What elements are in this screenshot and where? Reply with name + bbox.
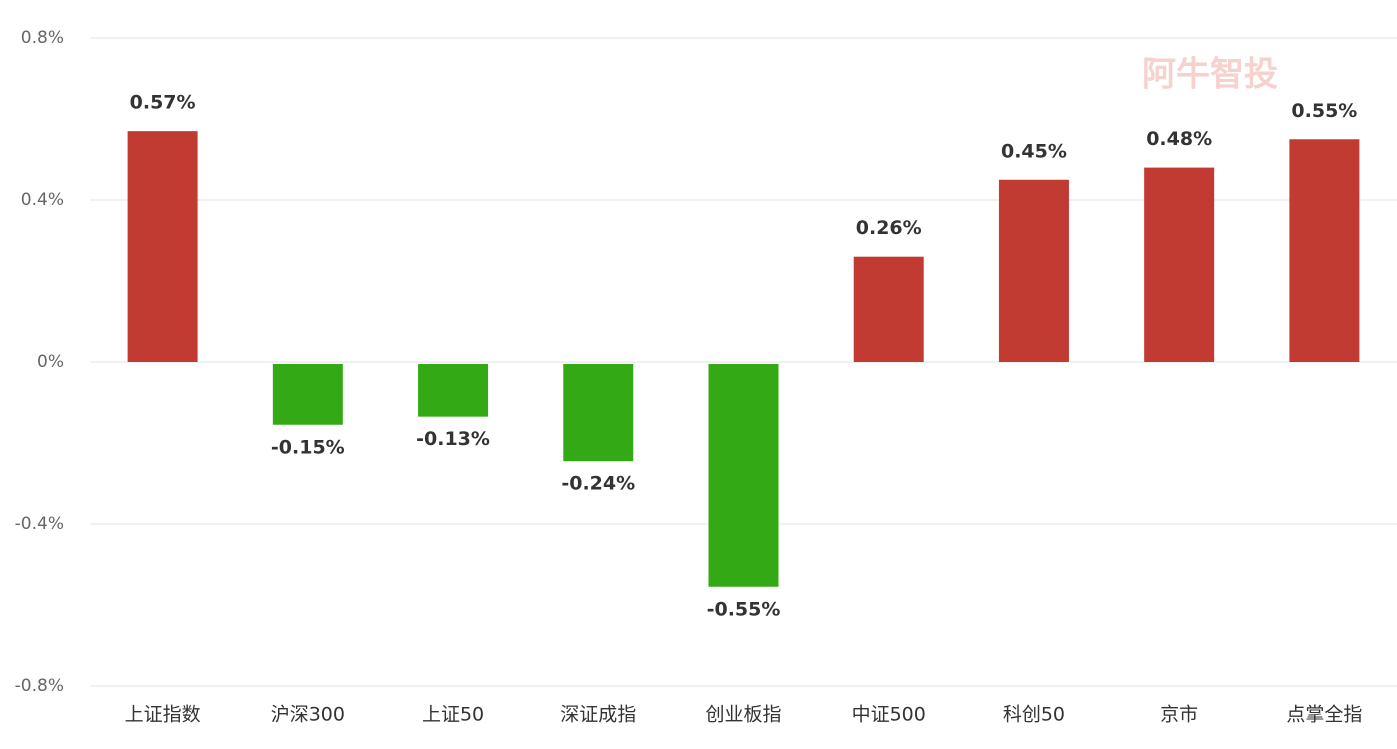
value-label: 0.55% (1291, 100, 1357, 122)
bar (1144, 167, 1215, 362)
value-label: -0.15% (271, 436, 345, 458)
y-tick-label: 0% (37, 352, 64, 372)
value-label: -0.24% (561, 473, 635, 495)
y-tick-label: 0.4% (21, 190, 64, 210)
bar (998, 179, 1069, 362)
value-label: 0.57% (130, 92, 196, 114)
bar (272, 364, 343, 425)
x-tick-label: 科创50 (1003, 704, 1065, 726)
x-tick-label: 上证50 (422, 704, 484, 726)
bar (127, 131, 198, 362)
value-label: -0.13% (416, 428, 490, 450)
value-label: -0.55% (707, 598, 781, 620)
bar (1289, 139, 1360, 362)
x-tick-label: 京市 (1160, 704, 1198, 726)
bar (418, 364, 489, 417)
watermark: 阿牛智投 (1142, 55, 1278, 95)
x-tick-label: 沪深300 (271, 704, 345, 726)
x-tick-label: 深证成指 (560, 704, 636, 726)
x-tick-label: 中证500 (852, 704, 926, 726)
value-label: 0.45% (1001, 140, 1067, 162)
value-label: 0.48% (1146, 128, 1212, 150)
y-tick-label: 0.8% (21, 28, 64, 48)
bar (853, 256, 924, 362)
bar (563, 364, 634, 462)
x-tick-label: 上证指数 (125, 704, 201, 726)
bar (708, 364, 779, 587)
y-tick-label: -0.4% (15, 514, 64, 534)
value-label: 0.26% (856, 217, 922, 239)
x-tick-label: 创业板指 (705, 704, 781, 726)
y-tick-label: -0.8% (15, 676, 64, 696)
x-tick-label: 点掌全指 (1286, 704, 1362, 726)
